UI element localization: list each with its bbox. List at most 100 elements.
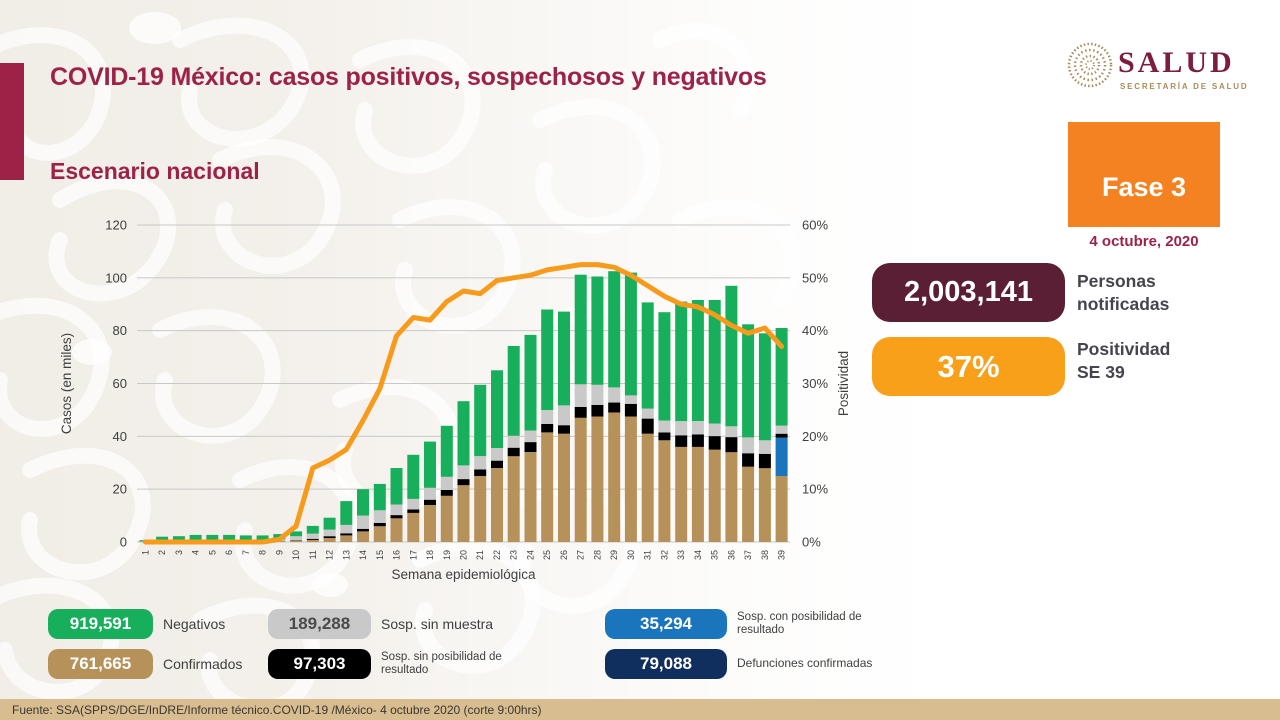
bar-segment	[742, 437, 755, 454]
bar-segment	[390, 515, 403, 519]
legend-item-defunciones: 79,088 Defunciones confirmadas	[605, 649, 872, 679]
bar-segment	[440, 490, 453, 496]
bar-segment	[507, 456, 520, 542]
bar-segment	[558, 433, 570, 542]
epidemic-week-chart-canvas: 0 0%20 10%40 20%60 30%80 40%100 50%120 60%1 2 3 4 5…	[59, 218, 851, 583]
bar-segment	[524, 442, 537, 453]
bar-segment	[641, 408, 654, 419]
bar-segment	[541, 410, 554, 424]
x-axis-tick: 36	[726, 550, 736, 560]
bar-segment	[474, 469, 487, 476]
bar-segment	[608, 271, 621, 388]
legend-pill-sosp-con-posibilidad: 35,294	[605, 609, 727, 639]
legend-pill-negativos: 919,591	[48, 609, 153, 639]
x-axis-tick: 19	[442, 550, 452, 560]
legend-item-sosp-con-posibilidad: 35,294 Sosp. con posibilidad de resultad…	[605, 609, 895, 639]
bar-segment	[758, 440, 771, 454]
bar-segment	[357, 531, 369, 542]
stat-positivity-label-line1: Positividad	[1077, 339, 1171, 359]
bar-segment	[306, 525, 319, 534]
stat-notified-label-line2: notificadas	[1077, 293, 1170, 314]
x-axis-tick: 12	[325, 550, 335, 560]
bar-segment	[239, 535, 252, 541]
x-axis-tick: 14	[358, 550, 368, 560]
bar-segment	[758, 333, 771, 441]
bar-segment	[691, 300, 704, 421]
x-axis-tick: 23	[509, 550, 519, 560]
y-axis-left-tick: 40	[113, 429, 127, 444]
bar-segment	[758, 453, 771, 469]
y-axis-left-tick: 20	[113, 482, 127, 497]
bar-segment	[256, 535, 269, 541]
legend-item-negativos: 919,591 Negativos	[48, 609, 225, 639]
legend-pill-sosp-sin-muestra: 189,288	[268, 609, 371, 639]
bar-segment	[407, 454, 420, 499]
bar-segment	[474, 476, 487, 542]
bar-segment	[189, 534, 202, 540]
stat-positivity-label-line2: SE 39	[1077, 361, 1125, 382]
footer-source-text: Fuente: SSA(SPPS/DGE/InDRE/Informe técni…	[12, 702, 542, 717]
legend-item-confirmados: 761,665 Confirmados	[48, 649, 242, 679]
bar-segment	[775, 437, 788, 476]
bar-segment	[725, 452, 738, 542]
bar-segment	[407, 498, 420, 510]
stat-notified-label: Personas notificadas	[1077, 270, 1267, 316]
bar-segment	[524, 430, 537, 443]
bar-segment	[591, 384, 604, 405]
bar-segment	[491, 370, 503, 448]
bar-segment	[457, 485, 470, 542]
bar-segment	[507, 346, 520, 436]
x-axis-tick: 26	[559, 550, 569, 560]
bar-segment	[574, 407, 587, 418]
legend-label-negativos: Negativos	[163, 615, 226, 632]
bar-segment	[775, 433, 788, 438]
bar-segment	[658, 440, 671, 542]
legend-pill-sosp-sin-posibilidad: 97,303	[268, 649, 371, 679]
bar-segment	[574, 274, 587, 385]
bar-segment	[440, 425, 453, 477]
bar-segment	[424, 505, 436, 542]
bar-segment	[541, 309, 554, 411]
bar-segment	[373, 483, 386, 511]
bar-segment	[474, 456, 487, 470]
bar-segment	[206, 534, 219, 540]
phase-label: Fase 3	[1101, 172, 1187, 202]
x-axis-tick: 17	[408, 550, 418, 560]
bar-segment	[775, 328, 788, 426]
bar-segment	[390, 518, 403, 542]
bar-segment	[742, 324, 755, 438]
bar-segment	[457, 479, 470, 486]
x-axis-tick: 35	[710, 550, 720, 560]
x-axis-tick: 25	[542, 550, 552, 560]
bar-segment	[474, 384, 487, 457]
x-axis-tick: 28	[592, 550, 602, 560]
y-axis-right-tick: 30%	[802, 376, 828, 391]
epidemic-week-chart: 0 0% 20 10% 40 20% 60 30% 80 40% 100 50% 120 60% 1 2 3 4 5…	[55, 205, 865, 600]
x-axis-tick: 6	[224, 550, 234, 555]
bar-segment	[491, 448, 503, 461]
x-axis-tick: 18	[425, 550, 435, 560]
x-axis-tick: 10	[291, 550, 301, 560]
bar-segment	[524, 452, 537, 542]
legend-pill-confirmados: 761,665	[48, 649, 153, 679]
x-axis-tick: 24	[525, 550, 535, 560]
bar-segment	[775, 476, 788, 542]
bar-segment	[306, 539, 319, 542]
bar-segment	[691, 446, 704, 542]
bar-segment	[357, 489, 369, 516]
bar-segment	[440, 495, 453, 542]
bar-segment	[290, 536, 303, 541]
y-axis-left-tick: 60	[113, 376, 127, 391]
x-axis-title: Semana epidemiológica	[391, 567, 536, 582]
bar-segment	[172, 536, 185, 541]
bar-segment	[708, 449, 721, 542]
y-axis-right-tick: 10%	[802, 482, 828, 497]
bar-segment	[641, 418, 654, 434]
bar-segment	[357, 515, 369, 529]
bar-segment	[491, 468, 503, 542]
bar-segment	[373, 523, 386, 527]
x-axis-tick: 27	[576, 550, 586, 560]
bar-segment	[306, 533, 319, 539]
bar-segment	[591, 276, 604, 385]
